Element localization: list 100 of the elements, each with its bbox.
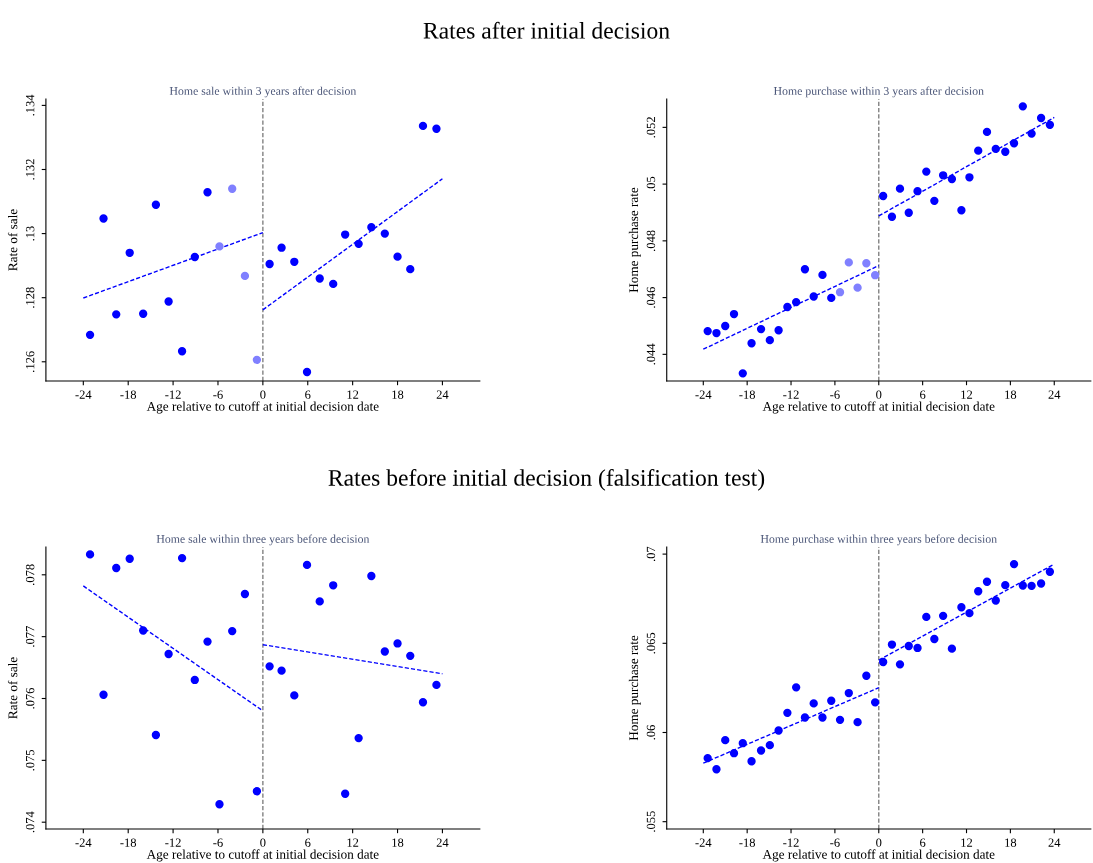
y-tick-label: .052 bbox=[646, 117, 656, 138]
point bbox=[853, 283, 862, 292]
point bbox=[277, 243, 286, 252]
x-tick-label: -24 bbox=[75, 838, 92, 847]
point bbox=[844, 258, 853, 267]
point bbox=[712, 765, 721, 774]
x-tick-label: -12 bbox=[165, 838, 181, 847]
point bbox=[341, 789, 350, 798]
point bbox=[870, 271, 880, 280]
point bbox=[164, 297, 173, 306]
point bbox=[240, 589, 250, 599]
x-tick-label: -18 bbox=[739, 390, 756, 399]
point bbox=[252, 787, 262, 796]
y-axis-title: Home purchase rate bbox=[628, 635, 641, 741]
y-tick-label: .044 bbox=[646, 343, 656, 365]
point bbox=[765, 335, 774, 345]
x-tick-label: -18 bbox=[120, 390, 137, 399]
x-tick-label: 6 bbox=[920, 838, 926, 847]
point bbox=[904, 208, 913, 217]
point bbox=[800, 265, 810, 274]
y-tick-label: .055 bbox=[646, 811, 656, 832]
point bbox=[432, 680, 441, 690]
x-tick-label: -6 bbox=[830, 838, 840, 847]
x-tick-label: 18 bbox=[392, 390, 404, 399]
point bbox=[190, 675, 199, 685]
chart-title: Home sale within three years before decision bbox=[156, 534, 370, 546]
x-tick-label: -24 bbox=[695, 390, 712, 399]
point bbox=[783, 708, 792, 718]
point bbox=[315, 274, 324, 283]
point bbox=[835, 288, 845, 297]
x-tick-label: -24 bbox=[75, 390, 92, 399]
y-axis-title: Home purchase rate bbox=[628, 187, 641, 293]
point bbox=[418, 121, 428, 131]
x-tick-label: 0 bbox=[260, 390, 266, 399]
point bbox=[393, 252, 402, 261]
point bbox=[774, 326, 783, 335]
x-tick-label: 24 bbox=[436, 838, 449, 847]
x-tick-label: 24 bbox=[436, 390, 449, 399]
x-tick-label: -6 bbox=[213, 838, 223, 847]
point bbox=[712, 328, 721, 338]
point bbox=[1001, 580, 1010, 590]
point bbox=[393, 639, 402, 648]
point bbox=[747, 339, 756, 348]
x-tick-label: 6 bbox=[305, 838, 311, 847]
point bbox=[965, 173, 974, 182]
x-tick-label: 6 bbox=[305, 390, 311, 399]
point bbox=[878, 191, 888, 201]
x-tick-label: -24 bbox=[695, 838, 712, 847]
point bbox=[367, 571, 376, 581]
point bbox=[965, 608, 974, 618]
y-tick-label: .048 bbox=[646, 230, 656, 251]
x-tick-label: -12 bbox=[783, 390, 799, 399]
x-tick-label: -6 bbox=[213, 390, 223, 399]
x-tick-label: 24 bbox=[1048, 838, 1061, 847]
point bbox=[938, 171, 948, 180]
text: Rates after initial decision bbox=[423, 21, 670, 39]
point bbox=[982, 577, 992, 586]
point bbox=[791, 297, 801, 307]
point bbox=[887, 640, 897, 649]
point bbox=[982, 127, 992, 137]
point bbox=[139, 626, 148, 635]
point bbox=[151, 730, 161, 740]
point bbox=[783, 302, 792, 312]
point bbox=[329, 279, 338, 289]
point bbox=[228, 626, 237, 636]
point bbox=[887, 212, 897, 221]
point bbox=[418, 698, 428, 707]
point bbox=[380, 229, 389, 238]
point bbox=[703, 754, 712, 763]
point bbox=[177, 553, 187, 563]
point bbox=[800, 713, 810, 722]
point bbox=[215, 800, 224, 809]
point bbox=[957, 206, 966, 215]
y-tick-label: .065 bbox=[646, 632, 656, 654]
point bbox=[329, 581, 338, 590]
y-tick-label: .077 bbox=[25, 626, 35, 647]
x-axis-title: Age relative to cutoff at initial decision date bbox=[146, 849, 379, 862]
point bbox=[991, 144, 1000, 154]
point bbox=[85, 550, 95, 559]
x-tick-label: 0 bbox=[260, 838, 266, 847]
point bbox=[756, 324, 766, 334]
y-tick-label: .076 bbox=[25, 687, 35, 709]
point bbox=[1027, 129, 1036, 138]
point bbox=[203, 188, 212, 197]
point bbox=[991, 596, 1000, 605]
point bbox=[835, 715, 845, 724]
point bbox=[125, 554, 134, 563]
point bbox=[112, 310, 121, 319]
point bbox=[315, 597, 324, 606]
point bbox=[938, 611, 948, 620]
text: Rates before initial decision (falsification test) bbox=[328, 469, 765, 491]
x-axis-title: Age relative to cutoff at initial decision date bbox=[762, 849, 995, 862]
x-tick-label: 18 bbox=[392, 838, 404, 847]
point bbox=[341, 230, 350, 239]
point bbox=[974, 146, 983, 155]
point bbox=[380, 647, 389, 656]
point bbox=[809, 292, 818, 301]
point bbox=[1045, 120, 1055, 129]
point bbox=[853, 717, 862, 727]
x-axis-title: Age relative to cutoff at initial decision date bbox=[762, 401, 995, 414]
